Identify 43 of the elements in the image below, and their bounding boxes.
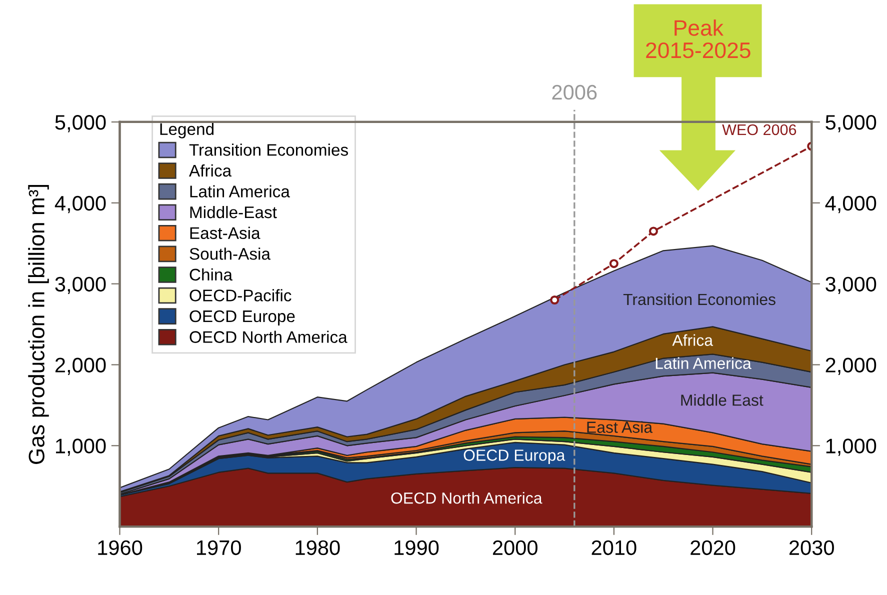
y-tick-label: 2,000 bbox=[55, 358, 106, 375]
x-tick-label: 2020 bbox=[690, 540, 736, 556]
legend-label: OECD North America bbox=[190, 330, 348, 343]
y-tick-label: 1,000 bbox=[56, 438, 106, 456]
annotation: East Asia bbox=[587, 421, 653, 433]
legend-label: Middle-East bbox=[190, 206, 277, 218]
x-tick-label: 2010 bbox=[592, 540, 636, 556]
annotation: Transition Economies bbox=[623, 293, 776, 306]
x-tick-label: 1970 bbox=[197, 540, 241, 556]
annotation: OECD North America bbox=[391, 492, 542, 504]
text: Peak 2015-2025 bbox=[646, 20, 750, 58]
legend-label: China bbox=[190, 268, 233, 281]
legend-label: OECD Europe bbox=[190, 310, 295, 326]
y2-tick-label: 1,000 bbox=[826, 438, 876, 456]
legend-label: South-Asia bbox=[190, 248, 270, 260]
y-tick-label: 4,000 bbox=[54, 196, 106, 214]
ref-line-label: 2006 bbox=[552, 84, 597, 100]
x-tick-label: 1980 bbox=[296, 540, 340, 556]
legend-label: Africa bbox=[188, 164, 232, 177]
y2-tick-label: 5,000 bbox=[826, 114, 876, 132]
y2-tick-label: 2,000 bbox=[826, 358, 876, 375]
y-axis-title: Gas production in [billion m³] bbox=[28, 185, 49, 464]
y2-tick-label: 4,000 bbox=[825, 196, 876, 214]
legend-label: OECD-Pacific bbox=[190, 289, 292, 302]
x-tick-label: 2030 bbox=[789, 540, 834, 556]
y-tick-label: 5,000 bbox=[55, 114, 106, 132]
x-tick-label: 2000 bbox=[492, 540, 538, 556]
annotation: Latin America bbox=[656, 357, 752, 370]
y2-tick-label: 3,000 bbox=[826, 276, 876, 294]
annotation: OECD Europa bbox=[464, 450, 566, 464]
annotation: Middle East bbox=[681, 394, 764, 406]
point bbox=[550, 295, 560, 305]
y-tick-label: 3,000 bbox=[55, 276, 106, 294]
legend-label: Transition Economies bbox=[189, 144, 348, 156]
point bbox=[648, 226, 658, 236]
annotation: Africa bbox=[672, 334, 714, 346]
legend-label: East-Asia bbox=[190, 226, 260, 240]
legend-label: Latin America bbox=[190, 185, 290, 198]
legend-title: Legend bbox=[160, 122, 214, 138]
point bbox=[609, 259, 618, 268]
x-tick-label: 1960 bbox=[98, 540, 142, 556]
x-tick-label: 1990 bbox=[394, 540, 439, 556]
series-label: WEO 2006 bbox=[722, 124, 796, 136]
